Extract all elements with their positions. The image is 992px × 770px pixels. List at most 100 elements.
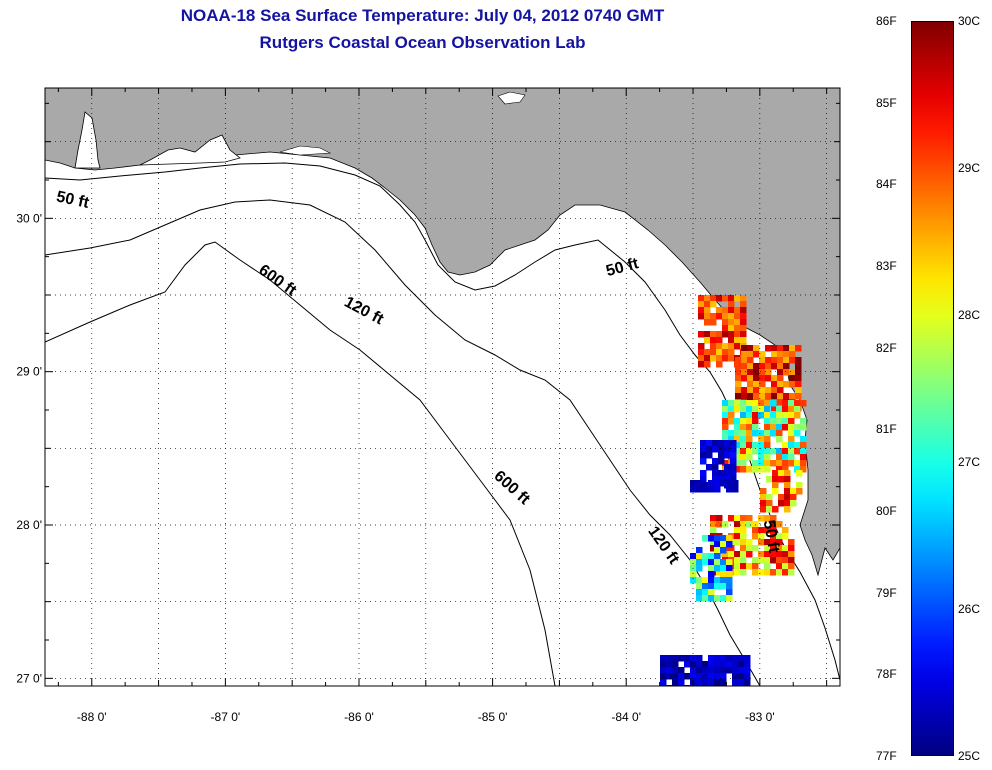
- sst-pixel: [706, 440, 713, 447]
- colorbar-f-label: 83F: [876, 259, 897, 273]
- sst-pixel: [722, 521, 729, 528]
- sst-pixel: [726, 577, 733, 584]
- sst-pixel: [764, 442, 771, 449]
- lon-tick-label: -84 0': [611, 710, 641, 724]
- sst-pixel: [696, 667, 703, 674]
- sst-pixel: [678, 655, 685, 662]
- sst-pixel: [789, 393, 796, 400]
- sst-pixel: [758, 442, 765, 449]
- sst-pixel: [772, 476, 779, 483]
- sst-pixel: [770, 515, 777, 522]
- sst-pixel: [800, 400, 807, 407]
- sst-pixel: [730, 446, 737, 453]
- sst-pixel: [714, 577, 721, 584]
- sst-pixel: [795, 363, 802, 370]
- sst-pixel: [764, 466, 771, 473]
- sst-pixel: [758, 430, 765, 437]
- sst-pixel: [764, 460, 771, 467]
- sst-pixel: [740, 337, 747, 344]
- sst-pixel: [747, 387, 754, 394]
- colorbar-c-label: 27C: [958, 455, 981, 469]
- sst-pixel: [716, 331, 723, 338]
- sst-pixel: [788, 406, 795, 413]
- sst-pixel: [765, 393, 772, 400]
- sst-pixel: [760, 488, 767, 495]
- sst-pixel: [714, 559, 721, 566]
- sst-pixel: [789, 369, 796, 376]
- sst-pixel: [728, 355, 735, 362]
- sst-pixel: [746, 551, 753, 558]
- sst-pixel: [747, 369, 754, 376]
- sst-pixel: [771, 381, 778, 388]
- sst-pixel: [758, 569, 765, 576]
- sst-pixel: [794, 430, 801, 437]
- sst-pixel: [704, 295, 711, 302]
- sst-pixel: [770, 557, 777, 564]
- sst-pixel: [782, 545, 789, 552]
- sst-pixel: [776, 460, 783, 467]
- sst-pixel: [752, 418, 759, 425]
- sst-pixel: [690, 486, 697, 493]
- sst-pixel: [722, 418, 729, 425]
- sst-pixel: [735, 393, 742, 400]
- sst-pixel: [720, 595, 727, 602]
- sst-pixel: [764, 436, 771, 443]
- sst-pixel: [777, 351, 784, 358]
- sst-pixel: [734, 521, 741, 528]
- sst-pixel: [734, 331, 741, 338]
- sst-pixel: [764, 454, 771, 461]
- sst-pixel: [734, 442, 741, 449]
- sst-pixel: [789, 357, 796, 364]
- sst-pixel: [704, 319, 711, 326]
- sst-pixel: [708, 595, 715, 602]
- sst-pixel: [714, 565, 721, 572]
- sst-pixel: [770, 521, 777, 528]
- sst-pixel: [706, 464, 713, 471]
- map-frame: [44, 87, 841, 687]
- sst-pixel: [704, 337, 711, 344]
- sst-pixel: [716, 313, 723, 320]
- sst-pixel: [766, 506, 773, 513]
- sst-pixel: [714, 541, 721, 548]
- sst-pixel: [702, 595, 709, 602]
- sst-pixel: [770, 448, 777, 455]
- bay-pensacola: [139, 134, 241, 166]
- sst-pixel: [716, 337, 723, 344]
- sst-pixel: [783, 351, 790, 358]
- sst-pixel: [722, 412, 729, 419]
- sst-pixel: [747, 363, 754, 370]
- sst-pixel: [714, 547, 721, 554]
- sst-pixel: [752, 569, 759, 576]
- sst-pixel: [716, 569, 723, 576]
- sst-pixel: [740, 569, 747, 576]
- sst-pixel: [747, 393, 754, 400]
- land-mass: [45, 88, 840, 577]
- sst-pixel: [714, 655, 721, 662]
- sst-pixel: [710, 527, 717, 534]
- sst-pixel: [734, 448, 741, 455]
- sst-pixel: [788, 418, 795, 425]
- sst-pixel: [794, 424, 801, 431]
- sst-pixel: [726, 589, 733, 596]
- sst-pixel: [753, 363, 760, 370]
- sst-pixel: [782, 412, 789, 419]
- sst-pixel: [800, 418, 807, 425]
- sst-pixel: [744, 661, 751, 668]
- colorbar-f-label: 78F: [876, 667, 897, 682]
- colorbar-f-label: 84F: [876, 177, 897, 192]
- sst-pixel: [708, 655, 715, 662]
- sst-pixel: [800, 454, 807, 461]
- sst-pixel: [752, 460, 759, 467]
- sst-pixel: [710, 319, 717, 326]
- sst-pixel: [732, 486, 739, 493]
- sst-pixel: [760, 506, 767, 513]
- sst-pixel: [740, 436, 747, 443]
- sst-pixel: [728, 545, 735, 552]
- sst-pixel: [702, 667, 709, 674]
- sst-pixel: [789, 381, 796, 388]
- sst-pixel: [708, 571, 715, 578]
- sst-pixel: [800, 460, 807, 467]
- sst-pixel: [795, 393, 802, 400]
- sst-pixel: [746, 430, 753, 437]
- sst-pixel: [788, 400, 795, 407]
